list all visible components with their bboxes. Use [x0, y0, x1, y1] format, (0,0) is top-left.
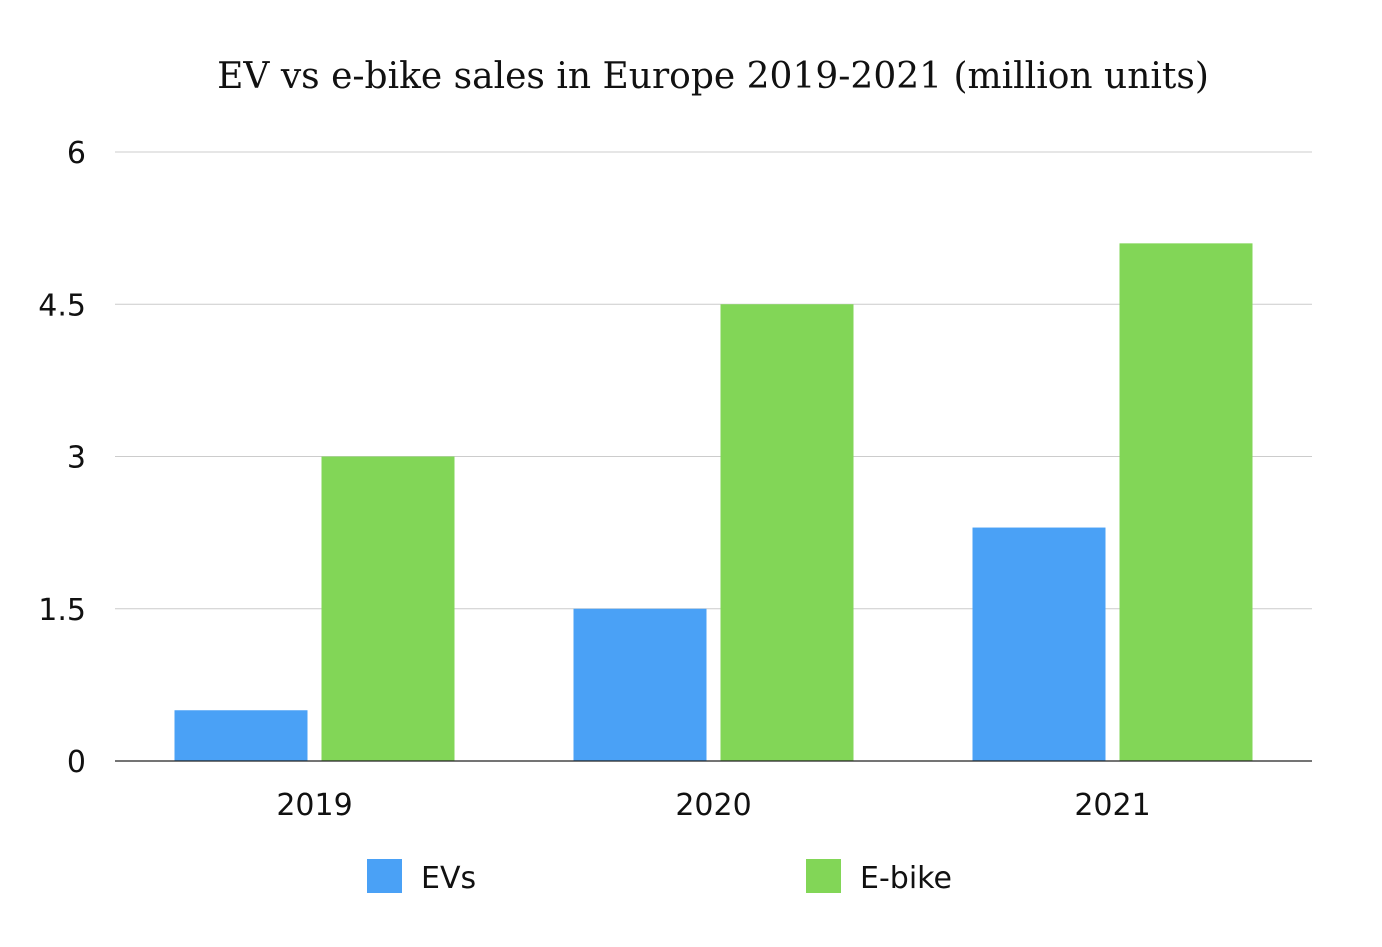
y-axis-ticks: 0 1.5 3 4.5 6: [38, 136, 86, 780]
bar-evs-2019: [174, 710, 308, 761]
gridlines: [115, 151, 1312, 610]
legend-label-evs: EVs: [421, 861, 476, 896]
bar-e-bike-2019: [321, 456, 455, 761]
x-axis-ticks: 2019 2020 2021: [276, 788, 1150, 823]
chart-title: EV vs e-bike sales in Europe 2019-2021 (…: [217, 56, 1209, 97]
bar-e-bike-2020: [720, 304, 854, 761]
y-tick-label: 4.5: [38, 288, 86, 323]
legend-label-e-bike: E-bike: [860, 861, 952, 896]
x-tick-label: 2019: [276, 788, 352, 823]
y-tick-label: 3: [67, 441, 86, 476]
x-tick-label: 2020: [675, 788, 751, 823]
bar-e-bike-2021: [1119, 243, 1253, 762]
y-tick-label: 0: [67, 745, 86, 780]
legend-swatch-evs: [367, 859, 402, 893]
y-tick-label: 1.5: [38, 593, 86, 628]
y-tick-label: 6: [67, 136, 86, 171]
legend-swatch-e-bike: [806, 859, 841, 893]
bar-evs-2021: [972, 527, 1106, 761]
legend: EVs E-bike: [367, 859, 952, 896]
bar-evs-2020: [573, 608, 707, 761]
bars: [174, 243, 1253, 762]
x-tick-label: 2021: [1074, 788, 1150, 823]
